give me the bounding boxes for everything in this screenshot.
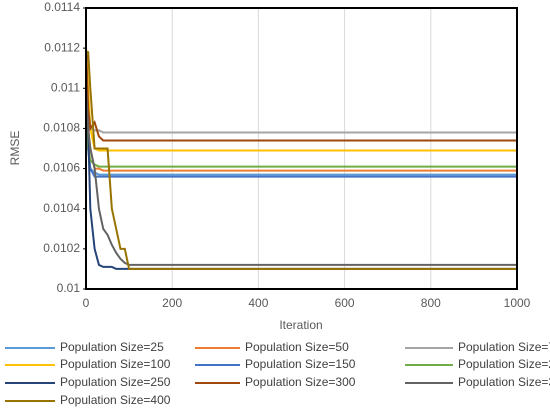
x-tick-label: 200 (162, 296, 182, 310)
y-tick-label: 0.0104 (43, 201, 80, 215)
series-line (85, 48, 517, 152)
y-tick-label: 0.01 (57, 281, 81, 295)
y-tick-label: 0.0108 (43, 121, 80, 135)
legend: Population Size=25 Population Size=50 Popu… (5, 340, 550, 407)
legend-label: Population Size=100 (60, 357, 171, 371)
legend-label: Population Size=300 (245, 375, 356, 389)
y-tick-label: 0.0106 (43, 161, 80, 175)
legend-label: Population Size=200 (458, 357, 550, 371)
legend-label: Population Size=350 (458, 375, 550, 389)
y-tick-label: 0.0114 (44, 0, 80, 14)
series-line (86, 51, 517, 270)
y-axis-label: RMSE (8, 131, 22, 166)
series-line (85, 108, 517, 176)
legend-label: Population Size=25 (60, 340, 164, 354)
x-axis-label: Iteration (279, 318, 322, 332)
legend-label: Population Size=75 (458, 340, 550, 354)
x-tick-label: 800 (421, 296, 441, 310)
series-line (85, 48, 517, 142)
plot-border (85, 7, 518, 290)
x-tick-label: 400 (248, 296, 268, 310)
series-line (85, 68, 517, 134)
y-tick-label: 0.011 (51, 80, 80, 94)
series-line (85, 48, 517, 270)
legend-label: Population Size=400 (60, 393, 171, 407)
x-tick-label: 1000 (504, 296, 531, 310)
legend-label: Population Size=250 (60, 375, 171, 389)
y-tick-label: 0.0102 (43, 241, 80, 255)
legend-label: Population Size=150 (245, 357, 356, 371)
series-line (85, 128, 517, 178)
series-line (85, 88, 517, 266)
series-line (85, 88, 517, 172)
series-line (85, 88, 517, 168)
x-tick-label: 0 (83, 296, 90, 310)
y-tick-label: 0.0112 (44, 40, 80, 54)
legend-label: Population Size=50 (245, 340, 349, 354)
x-tick-label: 600 (335, 296, 355, 310)
